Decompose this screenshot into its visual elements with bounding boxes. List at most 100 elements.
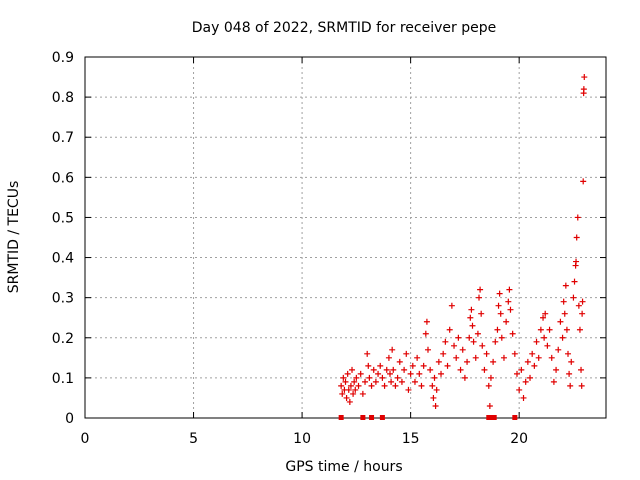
x-tick-label: 10	[293, 431, 311, 447]
data-point	[579, 310, 586, 317]
data-point	[533, 338, 540, 345]
data-point	[446, 326, 453, 333]
data-point	[431, 374, 438, 381]
data-point	[409, 362, 416, 369]
data-marker-square	[491, 415, 497, 420]
data-point	[468, 306, 475, 313]
data-point	[388, 378, 395, 385]
y-tick-label: 0.3	[52, 291, 74, 307]
data-point	[416, 370, 423, 377]
data-point	[500, 354, 507, 361]
data-point	[540, 314, 547, 321]
data-point	[575, 302, 582, 309]
data-point	[427, 366, 434, 373]
data-point	[338, 382, 345, 389]
data-point	[509, 330, 516, 337]
data-point	[352, 386, 359, 393]
data-point	[461, 374, 468, 381]
y-tick-label: 0.4	[52, 251, 74, 267]
y-axis-title: SRMTID / TECUs	[6, 181, 22, 294]
data-point	[520, 394, 527, 401]
data-point	[362, 378, 369, 385]
data-marker-square	[369, 415, 375, 420]
y-axis: 0 0.1 0.2 0.3 0.4 0.5 0.6 0.7 0.8 0.9	[52, 50, 606, 427]
data-point	[527, 374, 534, 381]
y-tick-label: 0.9	[52, 50, 74, 66]
data-point	[440, 350, 447, 357]
data-point	[565, 350, 572, 357]
data-point	[472, 354, 479, 361]
grid	[85, 57, 606, 418]
y-tick-label: 0.1	[52, 371, 74, 387]
data-point	[392, 382, 399, 389]
data-point	[442, 338, 449, 345]
data-point	[448, 302, 455, 309]
data-point	[469, 322, 476, 329]
data-point	[561, 310, 568, 317]
data-point	[474, 330, 481, 337]
data-point	[435, 358, 442, 365]
y-tick-label: 0.5	[52, 210, 74, 226]
data-point	[477, 286, 484, 293]
data-point	[451, 342, 458, 349]
data-point	[353, 374, 360, 381]
plot-frame	[84, 56, 607, 419]
data-point	[516, 386, 523, 393]
data-point	[429, 382, 436, 389]
data-point	[340, 374, 347, 381]
data-point	[578, 382, 585, 389]
data-point	[492, 338, 499, 345]
data-points	[338, 74, 588, 420]
data-point	[507, 306, 514, 313]
data-point	[562, 282, 569, 289]
data-point	[555, 346, 562, 353]
data-point	[476, 294, 483, 301]
x-tick-label: 20	[510, 431, 528, 447]
data-point	[401, 366, 408, 373]
data-point	[574, 214, 581, 221]
data-point	[550, 378, 557, 385]
data-point	[524, 358, 531, 365]
data-point	[496, 290, 503, 297]
data-point	[455, 334, 462, 341]
data-point	[560, 298, 567, 305]
data-point	[503, 318, 510, 325]
data-point	[490, 358, 497, 365]
data-point	[568, 358, 575, 365]
data-point	[344, 370, 351, 377]
data-point	[578, 366, 585, 373]
data-point	[505, 298, 512, 305]
data-point	[466, 334, 473, 341]
y-tick-label: 0.2	[52, 331, 74, 347]
data-point	[390, 366, 397, 373]
data-marker-square	[360, 415, 366, 420]
y-tick-label: 0.7	[52, 130, 74, 146]
data-point	[351, 378, 358, 385]
data-point	[381, 382, 388, 389]
data-point	[529, 350, 536, 357]
data-point	[359, 390, 366, 397]
data-point	[418, 382, 425, 389]
data-point	[573, 234, 580, 241]
data-marker-square	[512, 415, 518, 420]
data-point	[546, 326, 553, 333]
data-point	[479, 342, 486, 349]
data-point	[506, 286, 513, 293]
data-point	[379, 374, 386, 381]
data-point	[513, 370, 520, 377]
data-point	[433, 386, 440, 393]
data-point	[347, 382, 354, 389]
data-point	[467, 314, 474, 321]
data-point	[403, 350, 410, 357]
data-point	[364, 350, 371, 357]
data-point	[394, 374, 401, 381]
data-point	[563, 326, 570, 333]
data-point	[559, 334, 566, 341]
data-point	[483, 350, 490, 357]
data-point	[345, 386, 352, 393]
data-marker-square	[338, 415, 344, 420]
y-tick-label: 0.6	[52, 170, 74, 186]
data-marker-square	[486, 415, 492, 420]
data-point	[422, 330, 429, 337]
data-point	[531, 362, 538, 369]
